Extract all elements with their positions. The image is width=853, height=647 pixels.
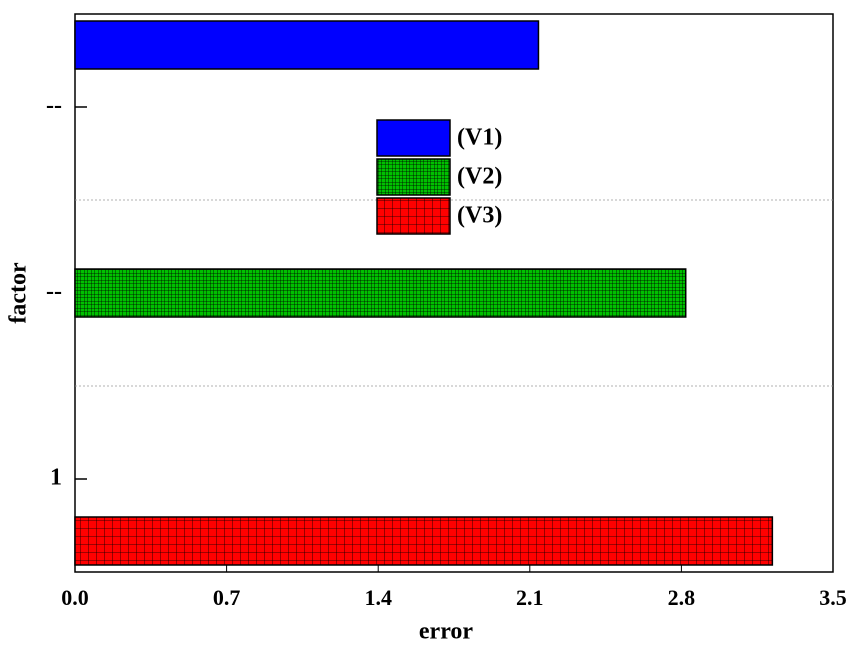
- y-tick-label: 1: [50, 465, 62, 491]
- legend-swatch: [376, 158, 451, 196]
- x-tick-label: 1.4: [364, 585, 392, 610]
- bar: [74, 268, 687, 318]
- legend-label: (V3): [457, 203, 502, 229]
- y-tick-label: --: [46, 93, 62, 119]
- y-axis-label: factor: [6, 262, 32, 324]
- legend-swatch: [376, 197, 451, 235]
- x-tick-label: 3.5: [819, 585, 847, 610]
- bar: [74, 20, 540, 70]
- y-tick-label: --: [46, 279, 62, 305]
- bar: [74, 516, 774, 566]
- legend-label: (V1): [457, 125, 502, 151]
- x-axis-label: error: [419, 619, 474, 645]
- x-tick-label: 2.8: [668, 585, 696, 610]
- x-tick-label: 0.7: [213, 585, 241, 610]
- x-tick-label: 2.1: [516, 585, 544, 610]
- legend-label: (V2): [457, 164, 502, 190]
- legend-swatch: [376, 119, 451, 157]
- x-tick-label: 0.0: [61, 585, 89, 610]
